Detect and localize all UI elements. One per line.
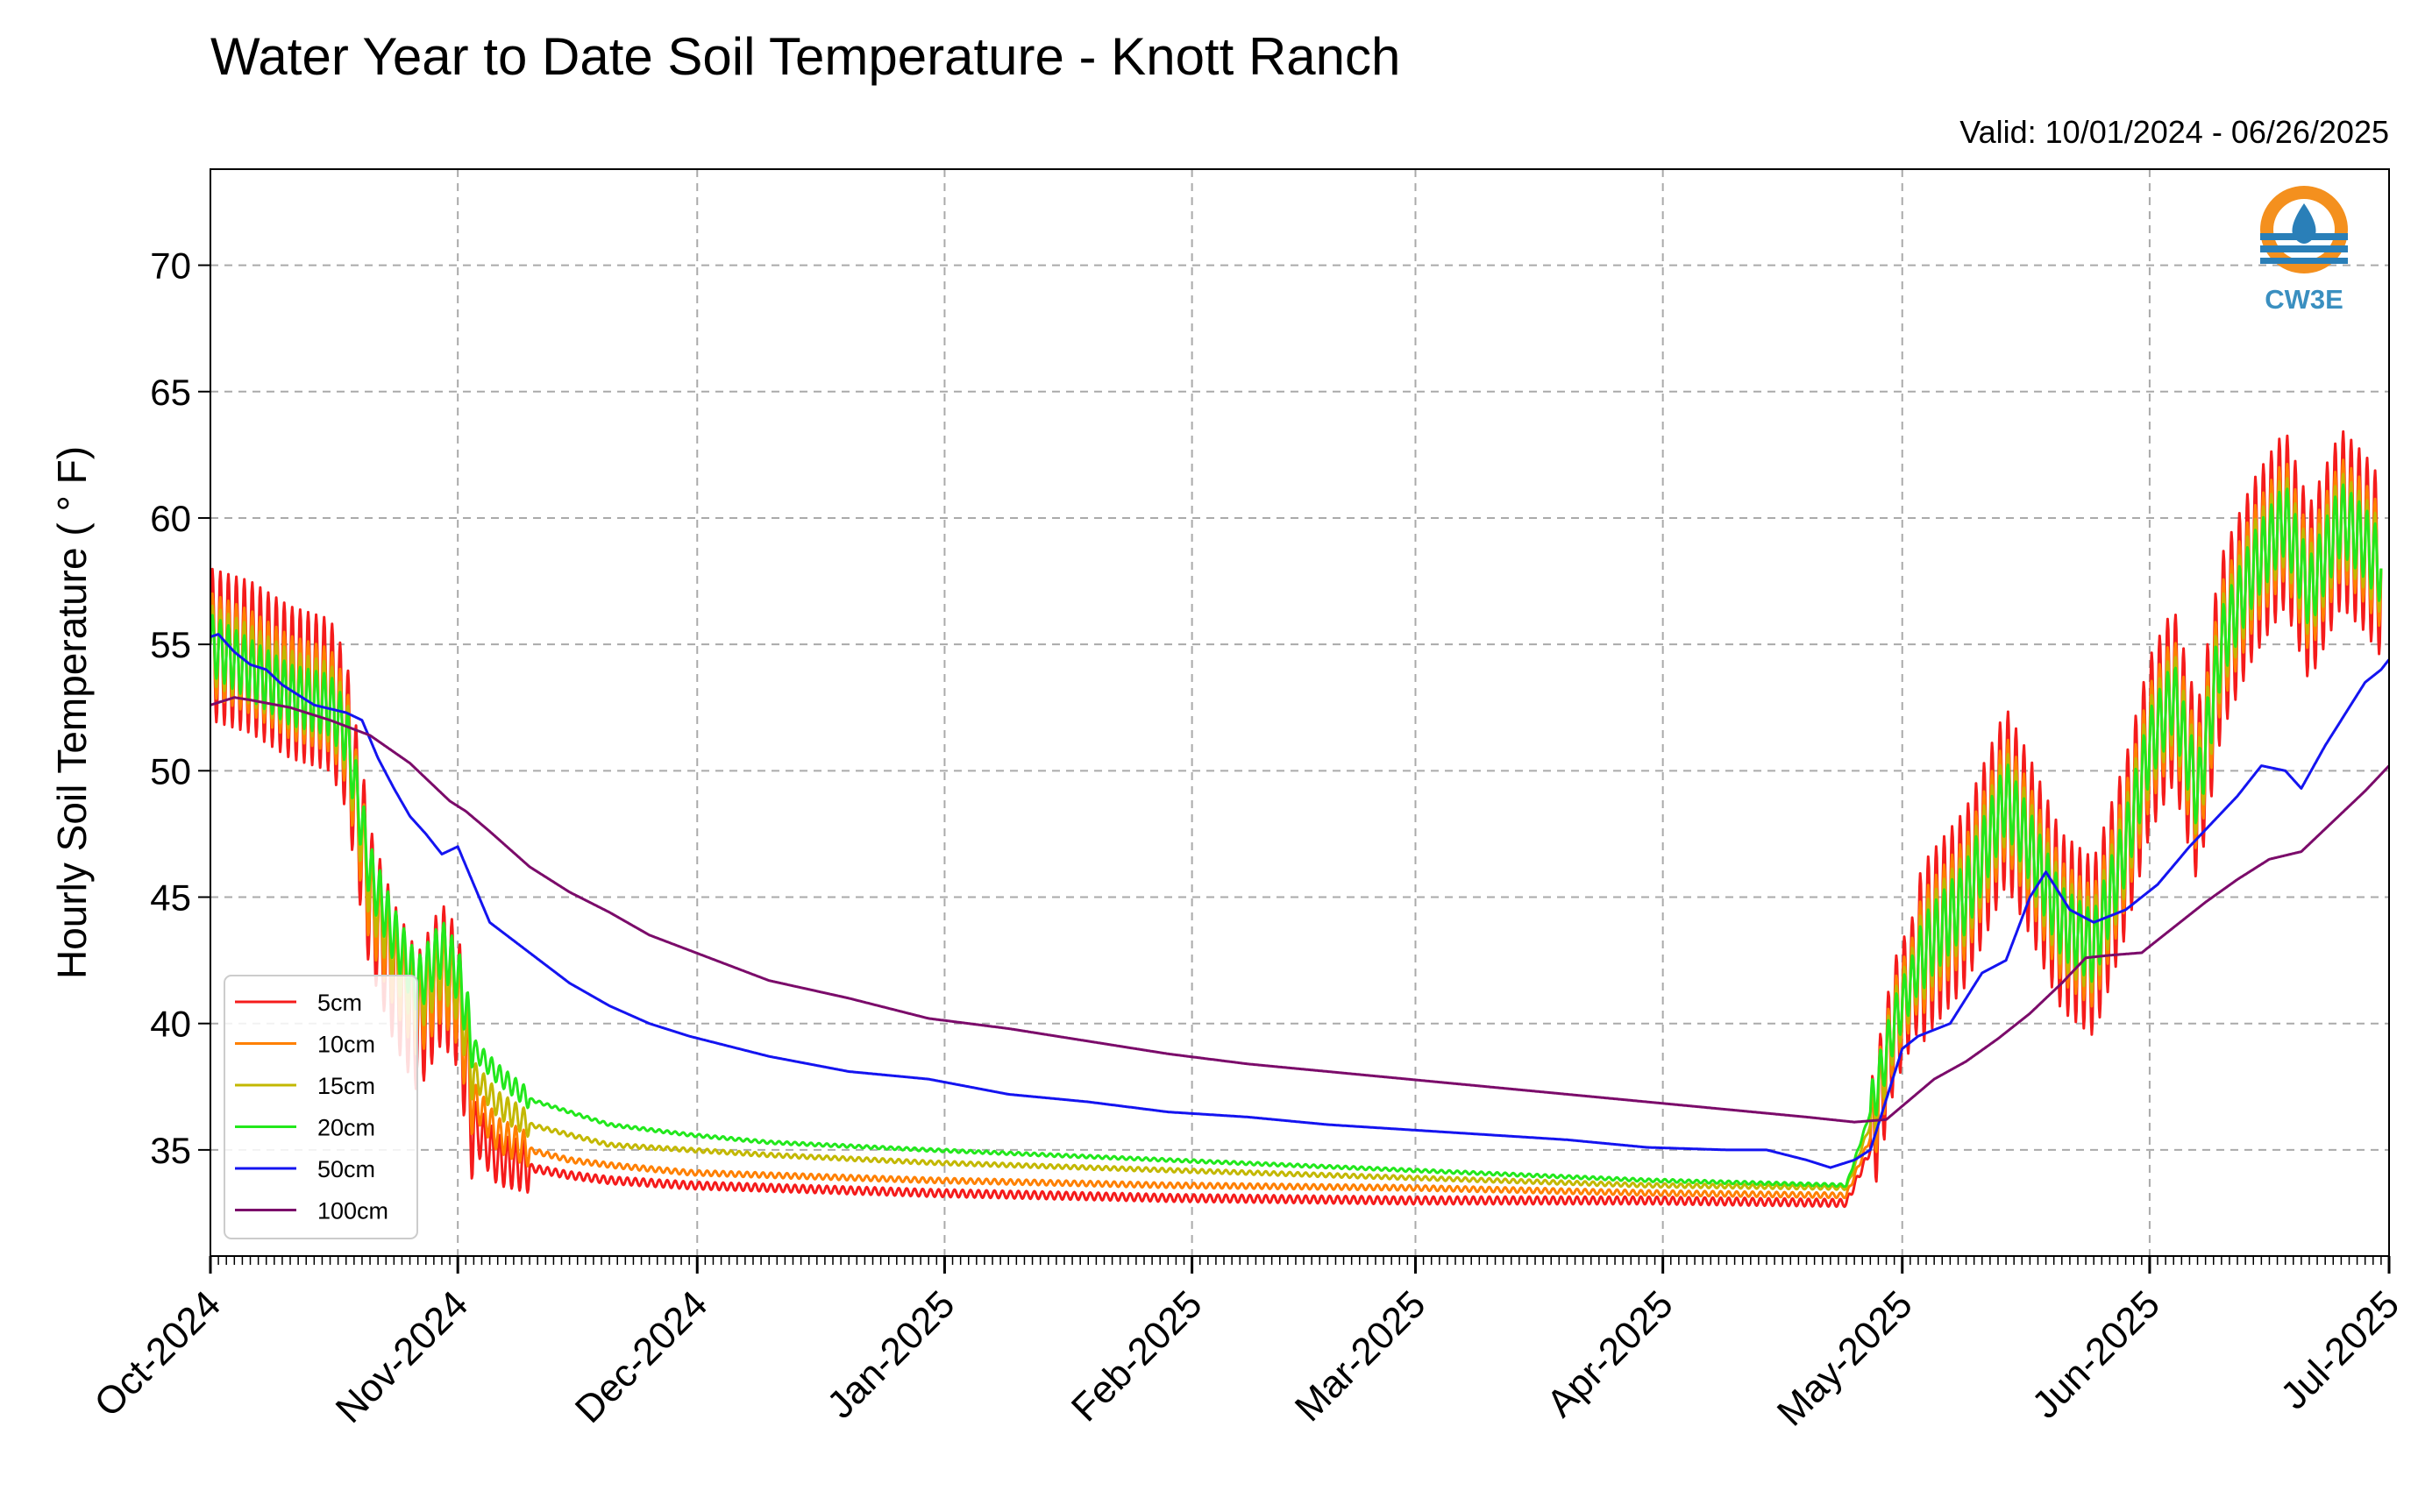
x-tick-label: Mar-2025 (1287, 1282, 1434, 1430)
axis-ticks (198, 264, 2391, 1274)
chart-title: Water Year to Date Soil Temperature - Kn… (210, 27, 1400, 86)
legend-label: 15cm (317, 1073, 375, 1099)
x-tick-label: Dec-2024 (567, 1282, 716, 1431)
logo-text: CW3E (2265, 284, 2343, 315)
y-tick-label: 70 (150, 245, 191, 287)
x-tick-labels: Oct-2024 Nov-2024 Dec-2024 Jan-2025 Feb-2025… (86, 1282, 2407, 1434)
y-axis-label: Hourly Soil Temperature ( ° F) (49, 446, 95, 979)
legend: 5cm 10cm 15cm 20cm 50cm 100cm (224, 975, 418, 1239)
y-tick-label: 55 (150, 624, 191, 665)
x-tick-label: May-2025 (1769, 1282, 1921, 1434)
y-tick-label: 50 (150, 750, 191, 791)
legend-label: 50cm (317, 1156, 375, 1182)
y-tick-labels: 35 40 45 50 55 60 65 70 (150, 245, 191, 1171)
y-tick-label: 35 (150, 1130, 191, 1171)
plot-frame (210, 168, 2390, 1257)
logo-drop-icon (2292, 203, 2316, 244)
x-tick-label: Apr-2025 (1539, 1282, 1682, 1425)
series-lines (210, 429, 2389, 1209)
x-tick-label: Jul-2025 (2272, 1282, 2407, 1417)
chart-subtitle: Valid: 10/01/2024 - 06/26/2025 (1959, 114, 2389, 150)
legend-label: 10cm (317, 1032, 375, 1058)
series-line-50cm (210, 633, 2389, 1169)
grid-lines (210, 169, 2389, 1256)
legend-box (224, 975, 418, 1239)
legend-label: 100cm (317, 1198, 388, 1225)
cw3e-logo: CW3E (2260, 186, 2348, 315)
x-tick-label: Jun-2025 (2024, 1282, 2168, 1426)
series-line-10cm (210, 458, 2383, 1200)
x-tick-label: Nov-2024 (328, 1282, 477, 1431)
x-tick-label: Oct-2024 (86, 1282, 229, 1425)
series-line-5cm (210, 429, 2383, 1209)
series-line-15cm (210, 472, 2383, 1191)
y-tick-label: 65 (150, 372, 191, 413)
y-tick-label: 45 (150, 877, 191, 919)
legend-label: 20cm (317, 1115, 375, 1141)
y-tick-label: 60 (150, 498, 191, 539)
x-tick-label: Jan-2025 (819, 1282, 963, 1426)
series-line-100cm (210, 696, 2389, 1124)
x-tick-label: Feb-2025 (1063, 1282, 1211, 1430)
y-tick-label: 40 (150, 1004, 191, 1045)
series-line-20cm (210, 483, 2383, 1189)
legend-label: 5cm (317, 990, 362, 1016)
